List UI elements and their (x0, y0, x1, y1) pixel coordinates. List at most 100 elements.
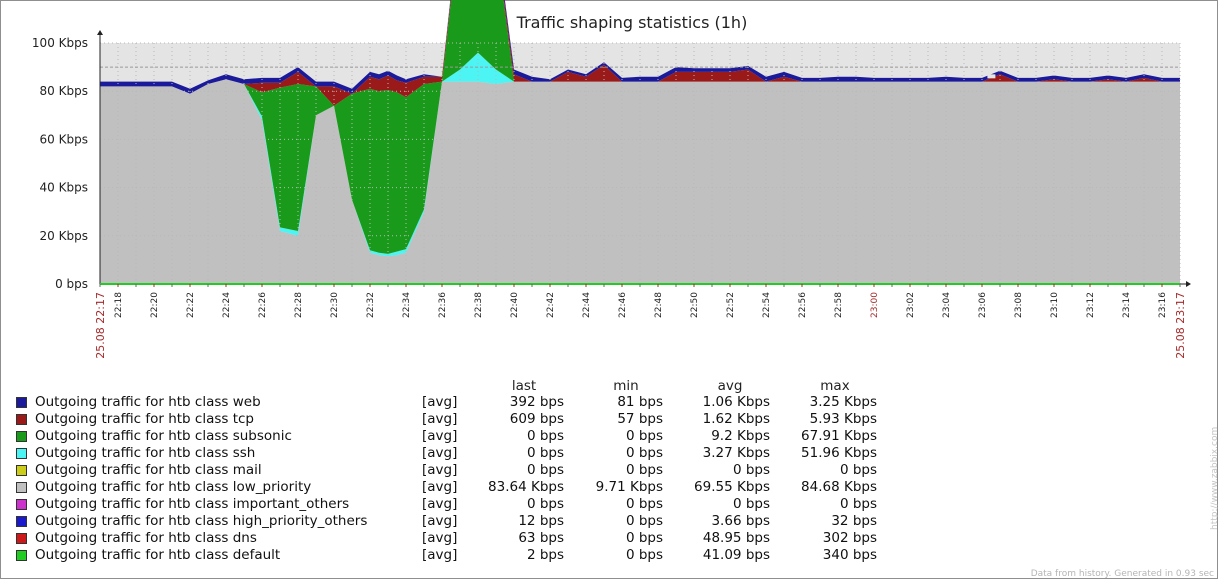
legend-aggregate: [avg] (422, 479, 458, 495)
legend-value-min: 0 bps (625, 462, 663, 478)
legend-value-last: 392 bps (509, 394, 564, 410)
x-tick-label: 22:26 (258, 292, 268, 318)
legend-row: Outgoing traffic for htb class high_prio… (16, 513, 896, 530)
legend-aggregate: [avg] (422, 462, 458, 478)
legend-value-last: 609 bps (509, 411, 564, 427)
legend-value-max: 302 bps (822, 530, 877, 546)
legend-value-avg: 1.06 Kbps (702, 394, 770, 410)
y-tick-label: 60 Kbps (40, 132, 88, 146)
x-tick-label: 22:20 (150, 292, 160, 318)
data-gap (987, 74, 996, 79)
x-tick-label: 22:36 (438, 292, 448, 318)
x-tick-label: 23:02 (906, 292, 916, 318)
x-tick-label: 22:50 (690, 292, 700, 318)
legend-series-name: Outgoing traffic for htb class low_prior… (35, 479, 312, 495)
x-edge-label: 25.08 22:17 (94, 292, 107, 359)
footer-note: Data from history. Generated in 0.93 sec (1030, 569, 1214, 579)
x-tick-label: 22:40 (510, 292, 520, 318)
legend-value-max: 67.91 Kbps (801, 428, 877, 444)
legend-value-avg: 1.62 Kbps (702, 411, 770, 427)
legend-header-avg: avg (717, 378, 743, 394)
legend-value-last: 63 bps (518, 530, 564, 546)
x-tick-label: 22:54 (762, 292, 772, 318)
legend-series-name: Outgoing traffic for htb class mail (35, 462, 262, 478)
x-tick-label: 23:08 (1014, 292, 1024, 318)
x-tick-label: 22:30 (330, 292, 340, 318)
legend-value-avg: 3.27 Kbps (702, 445, 770, 461)
legend-value-last: 0 bps (526, 462, 564, 478)
x-tick-label: 23:12 (1086, 292, 1096, 318)
legend-swatch (16, 397, 27, 408)
legend-row: Outgoing traffic for htb class dns [avg] 6… (16, 530, 896, 547)
legend-value-max: 340 bps (822, 547, 877, 563)
x-tick-label: 22:58 (834, 292, 844, 318)
x-tick-label: 22:22 (186, 292, 196, 318)
legend-value-max: 0 bps (839, 462, 877, 478)
x-tick-label: 23:04 (942, 292, 952, 318)
legend-value-min: 0 bps (625, 513, 663, 529)
legend-swatch (16, 533, 27, 544)
y-axis-arrow (97, 30, 103, 35)
legend-value-last: 0 bps (526, 428, 564, 444)
legend-value-max: 32 bps (831, 513, 877, 529)
legend-aggregate: [avg] (422, 513, 458, 529)
x-tick-label: 23:14 (1122, 292, 1132, 318)
y-tick-label: 80 Kbps (40, 84, 88, 98)
legend-row: Outgoing traffic for htb class subsonic [… (16, 428, 896, 445)
legend-header-last: last (511, 378, 537, 394)
chart-svg: Traffic shaping statistics (1h) 0 bps 20 … (32, 0, 1191, 359)
legend-row: Outgoing traffic for htb class tcp [avg] 6… (16, 411, 896, 428)
legend-value-max: 0 bps (839, 496, 877, 512)
legend-row: Outgoing traffic for htb class default [a… (16, 547, 896, 564)
legend-header-min: min (613, 378, 639, 394)
y-tick-label: 40 Kbps (40, 181, 88, 195)
y-tick-label: 0 bps (55, 277, 88, 291)
x-tick-label: 23:16 (1158, 292, 1168, 318)
legend-row: Outgoing traffic for htb class ssh [avg] 0… (16, 445, 896, 462)
legend-value-avg: 0 bps (732, 462, 770, 478)
x-tick-label: 22:56 (798, 292, 808, 318)
x-tick-label: 22:18 (114, 292, 124, 318)
series-area-low_priority (100, 79, 1180, 284)
legend-swatch (16, 550, 27, 561)
legend-value-last: 12 bps (518, 513, 564, 529)
legend-swatch (16, 516, 27, 527)
x-tick-label: 22:38 (474, 292, 484, 318)
x-tick-label: 22:42 (546, 292, 556, 318)
legend-value-last: 83.64 Kbps (488, 479, 564, 495)
legend-value-avg: 3.66 bps (711, 513, 770, 529)
legend-row: Outgoing traffic for htb class low_prior… (16, 479, 896, 496)
legend-aggregate: [avg] (422, 411, 458, 427)
x-tick-label: 22:46 (618, 292, 628, 318)
legend-value-avg: 69.55 Kbps (694, 479, 770, 495)
x-tick-label: 23:10 (1050, 292, 1060, 318)
legend-value-max: 3.25 Kbps (809, 394, 877, 410)
legend-value-max: 5.93 Kbps (809, 411, 877, 427)
legend-value-avg: 0 bps (732, 496, 770, 512)
legend-aggregate: [avg] (422, 428, 458, 444)
legend-aggregate: [avg] (422, 530, 458, 546)
legend-swatch (16, 414, 27, 425)
legend-series-name: Outgoing traffic for htb class subsonic (35, 428, 292, 444)
legend-swatch (16, 465, 27, 476)
x-tick-label: 22:52 (726, 292, 736, 318)
legend-series-name: Outgoing traffic for htb class dns (35, 530, 257, 546)
legend-row: Outgoing traffic for htb class mail [avg]… (16, 462, 896, 479)
legend-swatch (16, 499, 27, 510)
legend-value-max: 51.96 Kbps (801, 445, 877, 461)
x-tick-label: 22:32 (366, 292, 376, 318)
legend-aggregate: [avg] (422, 445, 458, 461)
legend-series-name: Outgoing traffic for htb class high_prio… (35, 513, 368, 529)
legend-value-avg: 41.09 bps (702, 547, 770, 563)
chart-title: Traffic shaping statistics (1h) (516, 13, 748, 32)
legend-series-name: Outgoing traffic for htb class tcp (35, 411, 255, 427)
legend-value-min: 0 bps (625, 547, 663, 563)
legend-aggregate: [avg] (422, 394, 458, 410)
x-axis-arrow (1186, 281, 1191, 287)
legend-row: Outgoing traffic for htb class web [avg] 3… (16, 394, 896, 411)
x-tick-label: 23:00 (870, 292, 880, 318)
legend-value-last: 0 bps (526, 496, 564, 512)
x-tick-label: 22:44 (582, 292, 592, 318)
x-tick-label: 22:28 (294, 292, 304, 318)
x-tick-label: 22:48 (654, 292, 664, 318)
